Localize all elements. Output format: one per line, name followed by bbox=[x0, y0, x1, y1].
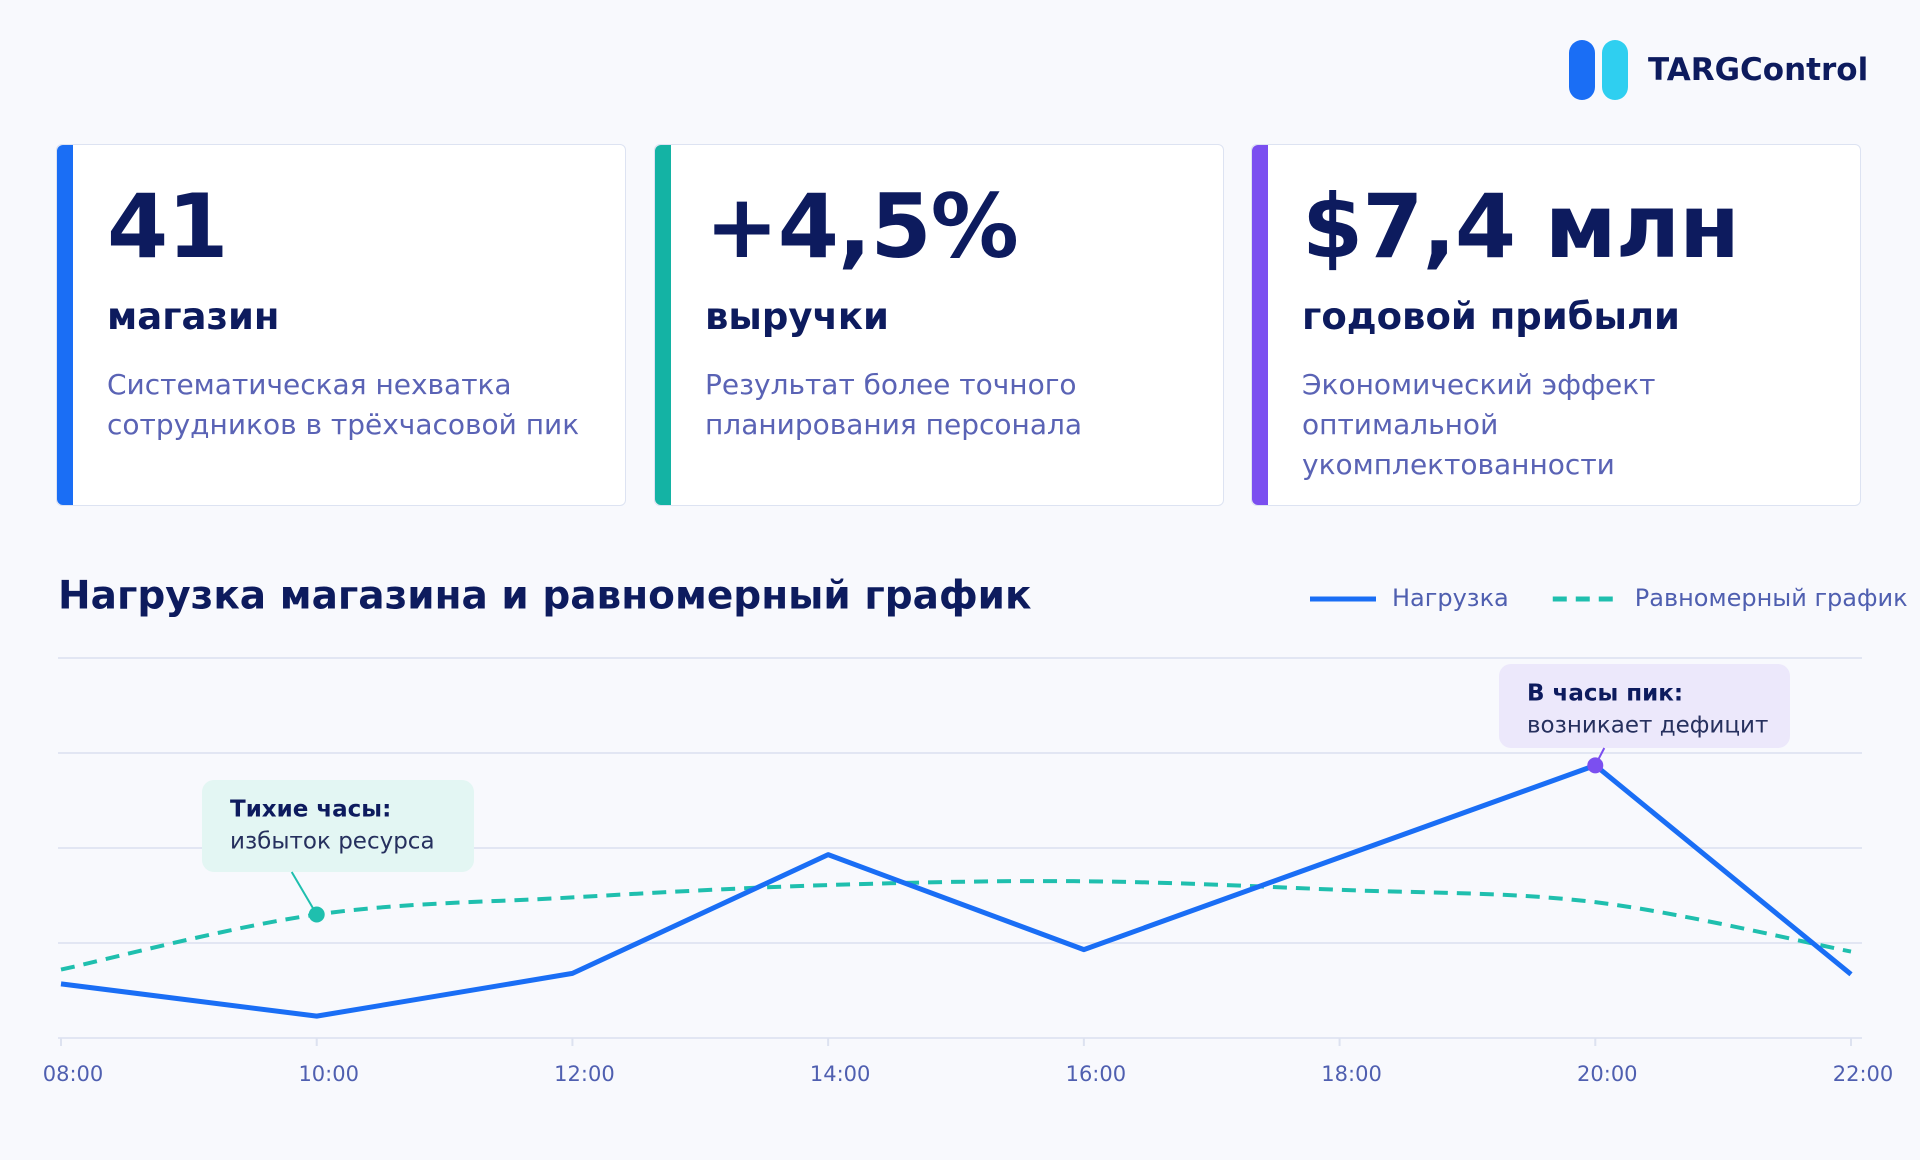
card-accent bbox=[57, 145, 73, 505]
annotation-box bbox=[1499, 664, 1790, 748]
card-accent bbox=[655, 145, 671, 505]
annotation-title: В часы пик: bbox=[1527, 681, 1683, 707]
kpi-value: $7,4 млн bbox=[1302, 175, 1740, 278]
x-tick-label: 12:00 bbox=[554, 1062, 615, 1086]
kpi-text-line: сотрудников в трёхчасовой пик bbox=[107, 408, 580, 441]
logo-icon bbox=[1569, 40, 1595, 100]
kpi-card: 41 магазин Систематическая нехватка сотрудн… bbox=[56, 144, 626, 506]
kpi-value: +4,5% bbox=[705, 175, 1019, 278]
logo: TARGControl bbox=[1566, 38, 1869, 102]
series-line bbox=[60, 762, 1853, 1019]
x-tick-label: 16:00 bbox=[1066, 1062, 1127, 1086]
kpi-text-line: Систематическая нехватка bbox=[107, 368, 512, 401]
annotation-title: Тихие часы: bbox=[230, 797, 391, 823]
kpi-text: Результат более точного планирования перс… bbox=[705, 365, 1082, 445]
kpi-label: годовой прибыли bbox=[1302, 295, 1680, 338]
kpi-text: Экономический эффект оптимальной укомплек… bbox=[1302, 365, 1860, 485]
kpi-value: 41 bbox=[107, 175, 228, 278]
kpi-text-line: Экономический эффект оптимальной bbox=[1302, 368, 1656, 441]
kpi-text-line: укомплектованности bbox=[1302, 448, 1615, 481]
x-tick-label: 14:00 bbox=[810, 1062, 871, 1086]
kpi-card: +4,5% выручки Результат более точного плани… bbox=[654, 144, 1224, 506]
annotation-text: избыток ресурса bbox=[230, 829, 435, 855]
chart-title: Нагрузка магазина и равномерный график bbox=[58, 574, 1031, 619]
kpi-text-line: Результат более точного bbox=[705, 368, 1077, 401]
annotation-dot bbox=[308, 906, 325, 923]
kpi-label: выручки bbox=[705, 295, 889, 338]
x-tick-label: 08:00 bbox=[43, 1062, 104, 1086]
x-tick-label: 20:00 bbox=[1577, 1062, 1638, 1086]
kpi-text-line: планирования персонала bbox=[705, 408, 1083, 441]
x-tick-label: 18:00 bbox=[1321, 1062, 1382, 1086]
x-tick-label: 10:00 bbox=[298, 1062, 359, 1086]
legend-label: Равномерный график bbox=[1635, 584, 1908, 612]
kpi-text: Систематическая нехватка сотрудников в тр… bbox=[107, 365, 579, 445]
logo-icon bbox=[1602, 40, 1628, 100]
annotation-text: возникает дефицит bbox=[1527, 713, 1768, 739]
annotation-box bbox=[202, 780, 474, 872]
kpi-card: $7,4 млн годовой прибыли Экономический эфф… bbox=[1251, 144, 1861, 506]
card-accent bbox=[1252, 145, 1268, 505]
kpi-label: магазин bbox=[107, 295, 280, 338]
x-tick-label: 22:00 bbox=[1833, 1062, 1894, 1086]
annotation-leader bbox=[290, 871, 318, 916]
brand: TARGControl bbox=[1648, 52, 1869, 88]
series-line bbox=[60, 879, 1852, 972]
legend-label: Нагрузка bbox=[1392, 584, 1509, 612]
annotation-dot bbox=[1587, 757, 1604, 774]
